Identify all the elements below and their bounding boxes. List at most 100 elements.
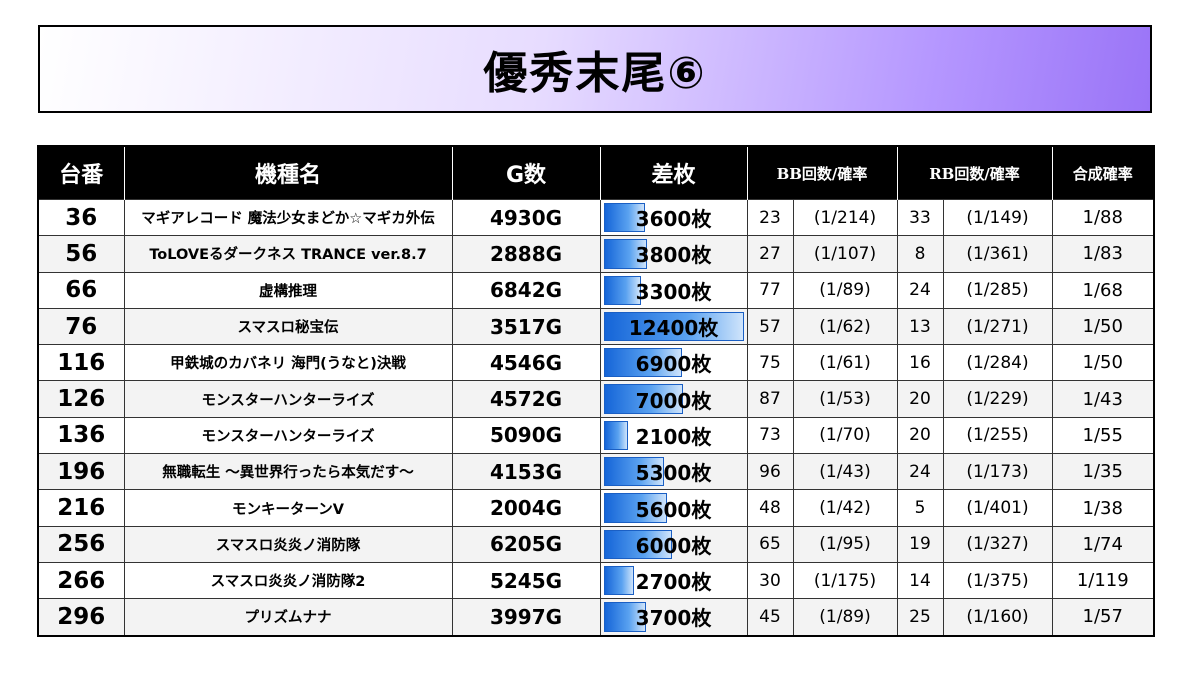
bb-prob-cell: (1/89) <box>792 271 898 309</box>
combined-cell: 1/50 <box>1051 344 1155 382</box>
diff-cell: 3800枚 <box>599 235 748 273</box>
machine-name-cell: 虚構推理 <box>123 271 453 309</box>
rb-prob-cell: (1/229) <box>942 380 1053 418</box>
bb-prob-cell: (1/214) <box>792 198 898 237</box>
bb-count-cell: 30 <box>746 561 794 600</box>
table-row: 76 スマスロ秘宝伝 3517G 12400枚 57 (1/62) 13 (1/271) 1/5… <box>37 307 1155 346</box>
diff-value: 3800枚 <box>635 243 712 268</box>
results-table: 台番 機種名 G数 差枚 BB回数/確率 RB回数/確率 合成確率 36 マギアレ… <box>37 145 1155 637</box>
diff-bar <box>603 239 647 269</box>
diff-bar <box>603 348 682 378</box>
diff-bar <box>603 493 667 523</box>
rb-prob-cell: (1/285) <box>942 271 1053 309</box>
bb-prob-cell: (1/175) <box>792 561 898 600</box>
rb-count-cell: 16 <box>896 344 944 382</box>
table-body: 36 マギアレコード 魔法少女まどか☆マギカ外伝 4930G 3600枚 23 (1/21… <box>37 198 1155 637</box>
machine-no-cell: 56 <box>37 235 125 273</box>
combined-cell: 1/35 <box>1051 453 1155 491</box>
diff-cell: 2100枚 <box>599 416 748 455</box>
bb-prob-cell: (1/61) <box>792 344 898 382</box>
combined-cell: 1/55 <box>1051 416 1155 455</box>
bb-count-cell: 45 <box>746 598 794 637</box>
diff-value: 2700枚 <box>635 570 712 595</box>
header-bb: BB回数/確率 <box>746 146 897 200</box>
table-row: 116 甲鉄城のカバネリ 海門(うなと)決戦 4546G 6900枚 75 (1/61) 1… <box>37 344 1155 382</box>
diff-bar <box>603 457 664 487</box>
machine-name-cell: マギアレコード 魔法少女まどか☆マギカ外伝 <box>123 198 453 237</box>
rb-count-cell: 14 <box>896 561 944 600</box>
diff-cell: 6000枚 <box>599 525 748 563</box>
header-machine-name: 機種名 <box>123 146 452 200</box>
bb-prob-cell: (1/70) <box>792 416 898 455</box>
diff-bar <box>603 203 645 233</box>
combined-cell: 1/57 <box>1051 598 1155 637</box>
machine-no-cell: 126 <box>37 380 125 418</box>
bb-prob-cell: (1/89) <box>792 598 898 637</box>
games-cell: 4546G <box>451 344 601 382</box>
bb-count-cell: 87 <box>746 380 794 418</box>
table-header-row: 台番 機種名 G数 差枚 BB回数/確率 RB回数/確率 合成確率 <box>38 146 1154 200</box>
table-row: 256 スマスロ炎炎ノ消防隊 6205G 6000枚 65 (1/95) 19 (1/327)… <box>37 525 1155 563</box>
header-games: G数 <box>451 146 600 200</box>
diff-value: 2100枚 <box>635 424 712 449</box>
machine-no-cell: 66 <box>37 271 125 309</box>
table-row: 196 無職転生 ～異世界行ったら本気だす～ 4153G 5300枚 96 (1/43) 2… <box>37 453 1155 491</box>
combined-cell: 1/83 <box>1051 235 1155 273</box>
rb-count-cell: 13 <box>896 307 944 346</box>
table-row: 56 ToLOVEるダークネス TRANCE ver.8.7 2888G 3800枚 2… <box>37 235 1155 273</box>
rb-count-cell: 5 <box>896 489 944 527</box>
rb-prob-cell: (1/173) <box>942 453 1053 491</box>
bb-count-cell: 65 <box>746 525 794 563</box>
rb-prob-cell: (1/327) <box>942 525 1053 563</box>
bb-count-cell: 23 <box>746 198 794 237</box>
machine-no-cell: 76 <box>37 307 125 346</box>
bb-prob-cell: (1/95) <box>792 525 898 563</box>
machine-name-cell: ToLOVEるダークネス TRANCE ver.8.7 <box>123 235 453 273</box>
diff-cell: 3600枚 <box>599 198 748 237</box>
diff-bar <box>603 529 672 559</box>
bb-count-cell: 96 <box>746 453 794 491</box>
machine-name-cell: 無職転生 ～異世界行ったら本気だす～ <box>123 453 453 491</box>
bb-count-cell: 27 <box>746 235 794 273</box>
bb-prob-cell: (1/107) <box>792 235 898 273</box>
diff-cell: 5600枚 <box>599 489 748 527</box>
bb-count-cell: 75 <box>746 344 794 382</box>
machine-name-cell: モンキーターンV <box>123 489 453 527</box>
bb-count-cell: 73 <box>746 416 794 455</box>
machine-no-cell: 136 <box>37 416 125 455</box>
machine-name-cell: モンスターハンターライズ <box>123 416 453 455</box>
diff-value: 6000枚 <box>635 533 712 558</box>
rb-count-cell: 24 <box>896 453 944 491</box>
machine-name-cell: スマスロ炎炎ノ消防隊2 <box>123 561 453 600</box>
games-cell: 4930G <box>451 198 601 237</box>
table-row: 66 虚構推理 6842G 3300枚 77 (1/89) 24 (1/285) 1/68 <box>37 271 1155 309</box>
bb-count-cell: 77 <box>746 271 794 309</box>
diff-cell: 6900枚 <box>599 344 748 382</box>
table-row: 266 スマスロ炎炎ノ消防隊2 5245G 2700枚 30 (1/175) 14 (1/37… <box>37 561 1155 600</box>
machine-no-cell: 256 <box>37 525 125 563</box>
machine-name-cell: プリズムナナ <box>123 598 453 637</box>
rb-prob-cell: (1/149) <box>942 198 1053 237</box>
games-cell: 2888G <box>451 235 601 273</box>
table-row: 126 モンスターハンターライズ 4572G 7000枚 87 (1/53) 20 (1/22… <box>37 380 1155 418</box>
machine-no-cell: 296 <box>37 598 125 637</box>
header-diff: 差枚 <box>599 146 747 200</box>
diff-bar <box>603 384 683 414</box>
rb-count-cell: 19 <box>896 525 944 563</box>
table-row: 296 プリズムナナ 3997G 3700枚 45 (1/89) 25 (1/160) 1/57 <box>37 598 1155 637</box>
header-combined: 合成確率 <box>1051 146 1154 200</box>
diff-bar <box>603 565 634 596</box>
diff-value: 12400枚 <box>628 316 719 341</box>
combined-cell: 1/88 <box>1051 198 1155 237</box>
rb-prob-cell: (1/284) <box>942 344 1053 382</box>
machine-name-cell: 甲鉄城のカバネリ 海門(うなと)決戦 <box>123 344 453 382</box>
diff-cell: 3700枚 <box>599 598 748 637</box>
machine-name-cell: モンスターハンターライズ <box>123 380 453 418</box>
games-cell: 6205G <box>451 525 601 563</box>
diff-value: 6900枚 <box>635 352 712 377</box>
combined-cell: 1/74 <box>1051 525 1155 563</box>
diff-value: 3300枚 <box>635 279 712 304</box>
combined-cell: 1/50 <box>1051 307 1155 346</box>
rb-prob-cell: (1/160) <box>942 598 1053 637</box>
games-cell: 6842G <box>451 271 601 309</box>
